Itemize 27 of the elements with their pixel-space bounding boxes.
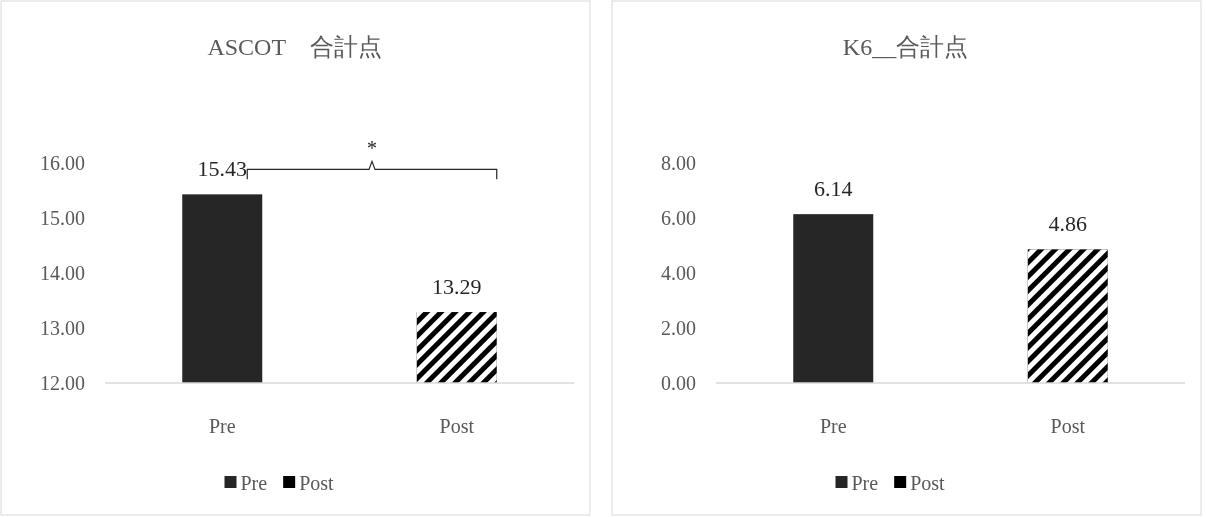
legend-label: Post — [299, 472, 335, 494]
y-tick-label: 6.00 — [661, 207, 696, 229]
x-tick-label: Post — [439, 415, 475, 437]
x-tick-label: Pre — [208, 415, 236, 437]
legend: Pre Post — [835, 472, 945, 494]
y-tick-label: 2.00 — [661, 317, 696, 339]
y-tick-label: 15.00 — [40, 207, 85, 229]
y-tick-label: 8.00 — [661, 152, 696, 174]
legend-label: Pre — [851, 472, 879, 494]
data-label: 4.86 — [1048, 211, 1087, 237]
legend-label: Post — [910, 472, 946, 494]
data-label: 15.43 — [197, 156, 247, 182]
data-label: 13.29 — [432, 274, 482, 300]
legend-label: Pre — [240, 472, 268, 494]
y-tick-label: 12.00 — [40, 372, 85, 394]
text: * — [367, 137, 377, 160]
data-label: 6.14 — [814, 176, 853, 202]
y-tick-label: 14.00 — [40, 262, 85, 284]
y-tick-label: 0.00 — [661, 372, 696, 394]
y-tick-label: 13.00 — [40, 317, 85, 339]
x-tick-label: Pre — [819, 415, 847, 437]
y-tick-label: 16.00 — [40, 152, 85, 174]
legend: Pre Post — [224, 472, 334, 494]
x-tick-label: Post — [1050, 415, 1086, 437]
chart-title: ASCOT 合計点 — [207, 34, 382, 60]
chart-title: K6__合計点 — [842, 34, 969, 60]
y-tick-label: 4.00 — [661, 262, 696, 284]
